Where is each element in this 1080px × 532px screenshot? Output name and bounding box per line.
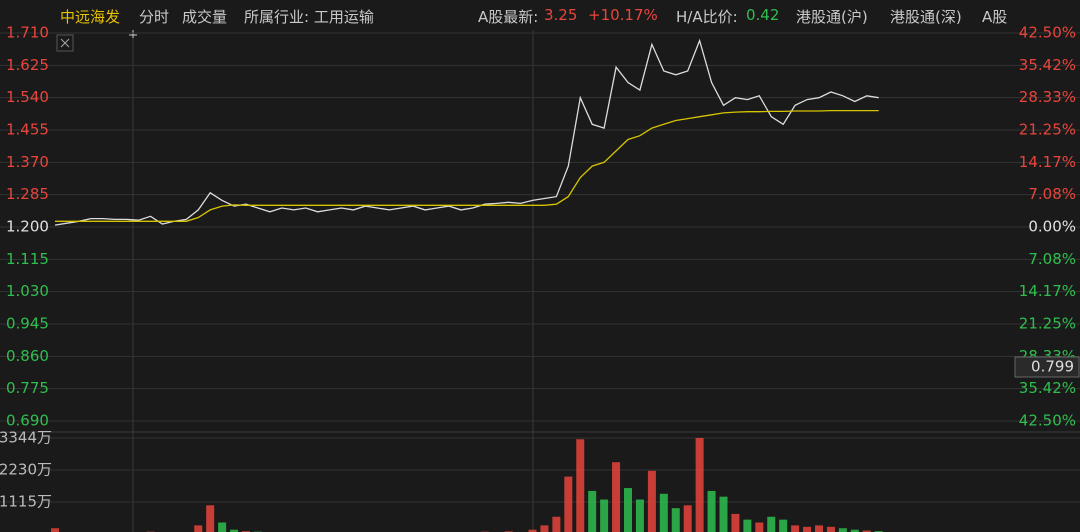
pin-icon	[129, 30, 137, 38]
link[interactable]: 港股通(沪)	[796, 8, 868, 26]
volume-tick-label: 2230万	[0, 460, 52, 478]
volume-bar	[743, 519, 752, 532]
y-tick-label: 0.860	[6, 347, 49, 365]
y-tick-label: 1.455	[6, 121, 49, 139]
volume-tick-label: 1115万	[0, 492, 52, 510]
link[interactable]: A股	[982, 8, 1008, 26]
y-tick-label: 1.285	[6, 185, 49, 203]
volume-bar	[206, 505, 215, 532]
link[interactable]: 港股通(深)	[890, 8, 962, 26]
y-tick-label: 1.200	[6, 218, 49, 236]
y2-tick-label: 42.50%	[1019, 24, 1076, 42]
y2-tick-label: 21.25%	[1019, 121, 1076, 139]
price: 3.25	[544, 6, 578, 24]
cursor-box	[1014, 356, 1080, 378]
label: H/A比价:	[676, 8, 738, 26]
volume-bar	[612, 462, 621, 532]
header: 中远海发 分时 成交量 所属行业: 工用运输 A股最新: 3.25 +10.17…	[0, 0, 1080, 30]
y2-tick-label: 35.42%	[1019, 379, 1076, 397]
volume-bar	[528, 529, 537, 532]
tab[interactable]: 成交量	[182, 8, 228, 26]
volume-bar	[647, 470, 656, 532]
volume-bar	[850, 529, 859, 532]
volume-bar	[588, 490, 597, 532]
y2-tick-label: 7.08%	[1028, 185, 1076, 203]
volume-bar	[230, 529, 239, 532]
volume-bar	[671, 508, 680, 532]
y2-tick-label: 42.50%	[1019, 412, 1076, 430]
y-tick-label: 1.030	[6, 282, 49, 300]
volume-bar	[576, 439, 585, 532]
volume-bar	[767, 516, 776, 532]
volume-bar	[552, 516, 561, 532]
tab[interactable]: 分时	[139, 8, 170, 26]
y-tick-label: 0.945	[6, 315, 49, 333]
volume-bar	[564, 476, 573, 532]
volume-bar	[862, 530, 871, 532]
y-tick-label: 1.625	[6, 56, 49, 74]
y2-tick-label: 21.25%	[1019, 315, 1076, 333]
volume-bar	[600, 499, 609, 532]
volume-bar	[635, 499, 644, 532]
price-line	[55, 109, 879, 222]
y-tick-label: 0.775	[6, 379, 49, 397]
y2-tick-label: 14.17%	[1019, 153, 1076, 171]
volume-bar	[194, 525, 203, 532]
volume-bar	[51, 528, 59, 532]
volume-bar	[218, 522, 227, 532]
y-tick-label: 0.690	[6, 412, 49, 430]
close-button[interactable]	[56, 34, 74, 52]
stock-name: 中远海发	[60, 8, 121, 26]
volume-bar	[815, 525, 823, 532]
volume-bar	[707, 490, 716, 532]
cursor-label: 0.799	[1031, 358, 1074, 376]
volume-bar	[719, 496, 728, 532]
volume-bar	[731, 513, 740, 532]
volume-bar	[624, 488, 632, 532]
volume-tick-label: 3344万	[0, 429, 52, 447]
volume-bar	[779, 519, 788, 532]
y2-tick-label: 14.17%	[1019, 282, 1076, 300]
volume-bar	[695, 438, 704, 532]
volume-bar	[838, 528, 847, 532]
change: +10.17%	[588, 6, 658, 24]
volume-bar	[791, 525, 800, 532]
industry: 所属行业: 工用运输	[244, 8, 374, 26]
volume-bar	[826, 526, 835, 532]
label: A股最新:	[478, 8, 539, 26]
y2-tick-label: 0.00%	[1028, 218, 1076, 236]
y2-tick-label: 7.08%	[1028, 250, 1076, 268]
volume-bar	[540, 525, 549, 532]
y-tick-label: 1.540	[6, 88, 49, 106]
y2-tick-label: 35.42%	[1019, 56, 1076, 74]
volume-bar	[659, 493, 668, 532]
y-tick-label: 1.710	[6, 24, 49, 42]
volume-bar	[803, 526, 812, 532]
volume-bar	[683, 505, 692, 532]
y-tick-label: 1.115	[6, 250, 49, 268]
y-tick-label: 1.370	[6, 153, 49, 171]
ratio: 0.42	[746, 6, 780, 24]
price-line	[54, 38, 879, 226]
volume-bar	[755, 522, 764, 532]
y2-tick-label: 28.33%	[1019, 88, 1076, 106]
